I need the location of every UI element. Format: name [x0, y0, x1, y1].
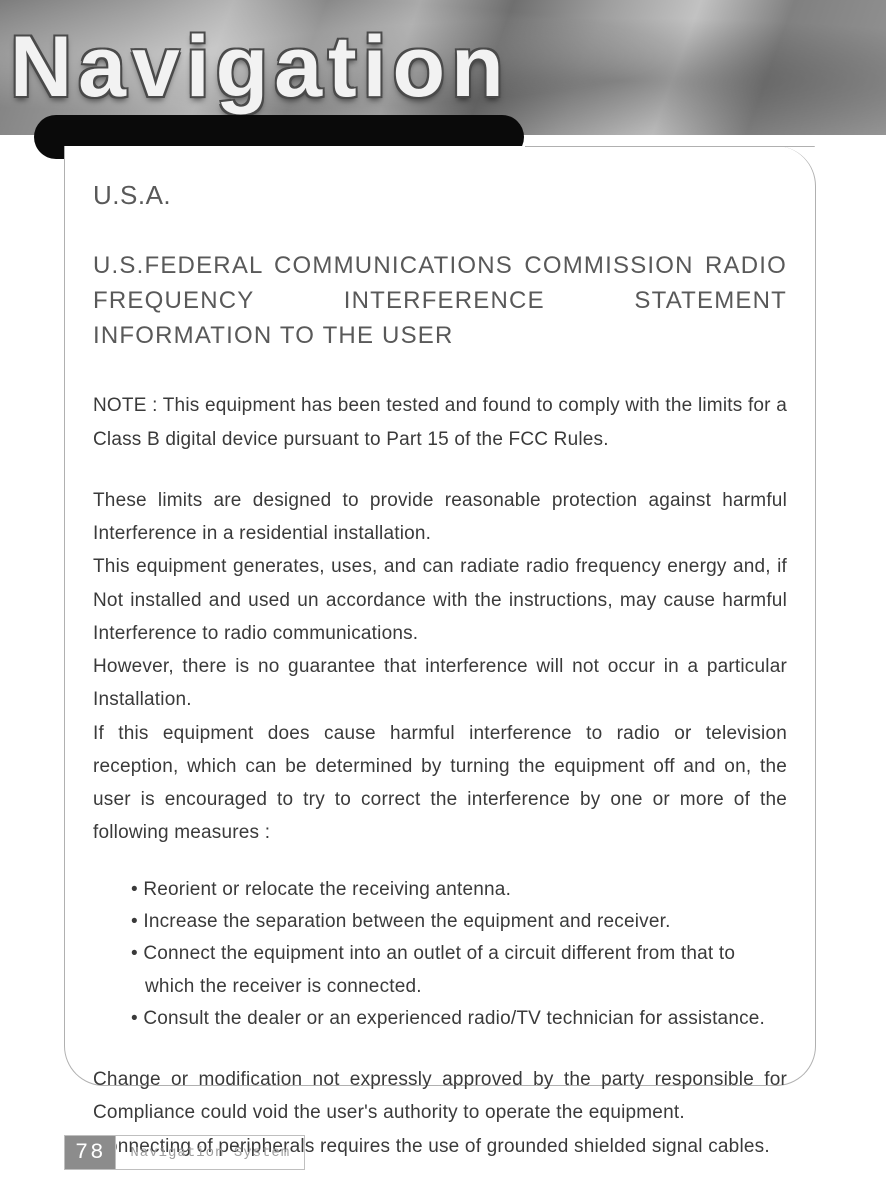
- however-paragraph: However, there is no guarantee that inte…: [93, 650, 787, 717]
- limits-paragraph: These limits are designed to provide rea…: [93, 484, 787, 551]
- page-label: Navigation System: [115, 1135, 305, 1170]
- list-item: Increase the separation between the equi…: [131, 906, 787, 938]
- page-footer: 78 Navigation System: [64, 1135, 305, 1170]
- content-panel: U.S.A. U.S.FEDERAL COMMUNICATIONS COMMIS…: [64, 146, 816, 1086]
- list-item: Consult the dealer or an experienced rad…: [131, 1003, 787, 1035]
- generates-paragraph: This equipment generates, uses, and can …: [93, 550, 787, 650]
- change-paragraph: Change or modification not expressly app…: [93, 1063, 787, 1130]
- header-title: Navigation: [10, 18, 510, 117]
- ifcause-paragraph: If this equipment does cause harmful int…: [93, 717, 787, 850]
- measures-list: Reorient or relocate the receiving anten…: [93, 874, 787, 1035]
- page-number: 78: [64, 1135, 115, 1170]
- note-paragraph: NOTE : This equipment has been tested an…: [93, 389, 787, 456]
- list-item: Connect the equipment into an outlet of …: [131, 938, 787, 1003]
- list-item: Reorient or relocate the receiving anten…: [131, 874, 787, 906]
- statement-heading: U.S.FEDERAL COMMUNICATIONS COMMISSION RA…: [93, 249, 787, 353]
- region-heading: U.S.A.: [93, 180, 787, 211]
